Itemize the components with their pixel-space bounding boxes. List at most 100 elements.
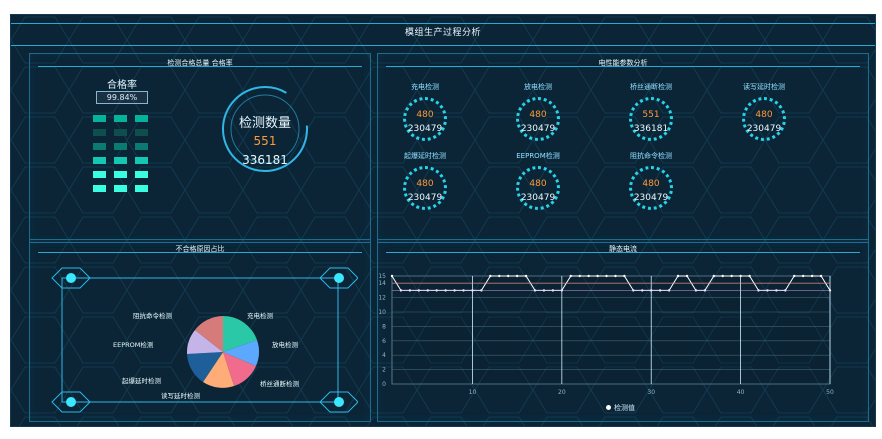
pie-label-6: 桥丝通断检测 <box>260 380 299 388</box>
legend-series-name: 检测值 <box>614 404 635 412</box>
summary-panel: 检测合格总量 合格率 合格率 99.84% <box>29 53 371 243</box>
series-point-46 <box>801 274 805 278</box>
y-tick-label-7: 2 <box>382 367 386 374</box>
series-point-13 <box>507 274 510 278</box>
inspection-ring-outer <box>222 86 308 172</box>
defect-panel: 不合格原因占比 阻抗命令检测 充电检测 <box>29 239 371 422</box>
gauge-impedance-total: 230479 <box>633 193 669 203</box>
gauge-ignition-ring <box>403 166 447 210</box>
hex-dot-tr <box>334 273 344 283</box>
pass-bar-middle-seg-5 <box>114 171 127 178</box>
pass-bar-left-seg-4 <box>93 157 106 164</box>
static-panel-title: 静态电流 <box>609 245 637 253</box>
electrical-panel-header: 电性能参数分析 <box>378 54 868 72</box>
series-point-45 <box>793 274 796 278</box>
y-tick-label-0: 15 <box>378 273 386 280</box>
series-point-0 <box>390 274 394 278</box>
gauge-readwrite-label: 读写延时检测 <box>743 83 785 91</box>
gauge-discharge-fail: 480 <box>529 110 547 120</box>
hex-dot-br <box>334 397 344 407</box>
y-tick-label-4: 8 <box>382 323 386 330</box>
pass-bar-middle-seg-2 <box>114 129 127 136</box>
pie-slice-4 <box>203 352 234 388</box>
series-point-40 <box>748 274 751 278</box>
gauge-impedance-label: 阻抗命令检测 <box>630 152 672 160</box>
defect-panel-header: 不合格原因占比 <box>30 240 370 258</box>
pass-bar-right-seg-3 <box>135 143 148 150</box>
pie-label-7: 读写延时检测 <box>161 392 200 400</box>
x-tick-label-4: 50 <box>826 389 834 396</box>
pass-bar-left-seg-6 <box>93 185 106 192</box>
series-point-21 <box>578 274 581 278</box>
series-point-22 <box>587 274 590 278</box>
inspection-label: 检测数量 <box>238 116 291 131</box>
inspection-total: 336181 <box>242 153 288 167</box>
pie-slice-2 <box>223 340 259 366</box>
hex-top-right <box>319 267 358 289</box>
inspection-ring-inner <box>230 94 300 164</box>
pass-bar-right-seg-4 <box>135 157 148 164</box>
pass-rate-value: 99.84% <box>96 91 148 104</box>
summary-panel-header: 检测合格总量 合格率 <box>30 54 370 72</box>
hex-dot-tl <box>66 273 76 283</box>
series-point-14 <box>515 274 519 278</box>
page-title: 模组生产过程分析 <box>404 28 481 38</box>
gauge-readwrite-ring <box>742 97 786 141</box>
series-point-20 <box>569 274 572 278</box>
series-point-32 <box>676 274 680 278</box>
pie-label-1: 阻抗命令检测 <box>133 312 172 320</box>
gauge-ignition-total: 230479 <box>407 193 443 203</box>
x-tick-label-0: 10 <box>469 389 477 396</box>
pass-bar-right-seg-2 <box>135 129 148 136</box>
hex-dot-bl <box>66 397 76 407</box>
pass-bar-left <box>93 115 106 203</box>
gauge-discharge-total: 230479 <box>520 124 556 134</box>
summary-header-line <box>38 66 362 67</box>
static-current-panel: 静态电流 15 14 12 10 8 6 4 2 0 10 20 30 40 50 检测值 <box>377 239 869 422</box>
pass-bar-middle-seg-1 <box>114 115 127 122</box>
gauge-readwrite-fail: 480 <box>755 110 773 120</box>
series-point-47 <box>810 274 814 278</box>
top-line-lower <box>11 45 875 46</box>
pass-bar-right-seg-5 <box>135 171 148 178</box>
pie-slice-7 <box>195 316 223 352</box>
y-tick-label-1: 14 <box>378 280 386 287</box>
pie-label-3: EEPROM检测 <box>113 341 154 349</box>
gauge-impedance-fail: 480 <box>642 179 660 189</box>
chart-legend: 检测值 <box>606 403 635 413</box>
gauge-bridge-total: 336181 <box>633 124 669 134</box>
electrical-panel-title: 电性能参数分析 <box>598 59 648 67</box>
hex-bottom-left <box>51 391 91 413</box>
gauge-charge-total: 230479 <box>407 124 443 134</box>
pass-bar-right <box>135 115 148 203</box>
defect-pie-chart <box>186 315 259 388</box>
dashboard-screen: 模组生产过程分析 检测合格总量 合格率 合格率 99.84% <box>10 14 876 427</box>
pie-slice-5 <box>187 352 223 382</box>
gauge-readwrite-total: 230479 <box>746 124 782 134</box>
defect-header-line <box>38 252 362 253</box>
pass-bar-left-seg-5 <box>93 171 106 178</box>
static-panel-header: 静态电流 <box>378 240 868 258</box>
pass-bar-left-seg-1 <box>93 115 106 122</box>
top-line-upper <box>11 23 875 24</box>
defect-frame-rect <box>61 277 339 403</box>
inspection-fail: 551 <box>253 134 277 148</box>
series-point-25 <box>614 274 617 278</box>
defect-frame <box>51 267 358 413</box>
series-point-48 <box>819 274 823 278</box>
summary-panel-title: 检测合格总量 合格率 <box>167 59 233 67</box>
electrical-panel: 电性能参数分析 充电检测 480 230479 放电检测 480 230479 … <box>377 53 869 243</box>
y-tick-label-6: 4 <box>382 352 386 359</box>
gauge-eeprom-ring <box>516 166 560 210</box>
inspection-ring <box>222 86 308 172</box>
pass-bar-left-seg-3 <box>93 143 106 150</box>
y-tick-label-3: 10 <box>378 309 386 316</box>
pie-label-2: 充电检测 <box>247 312 273 320</box>
gauge-ignition-fail: 480 <box>416 179 434 189</box>
pie-slice-1 <box>223 315 257 352</box>
pass-bar-left-seg-2 <box>93 129 106 136</box>
top-banner: 模组生产过程分析 <box>11 15 875 49</box>
gauge-charge-fail: 480 <box>416 110 434 120</box>
pass-bar-right-seg-6 <box>135 185 148 192</box>
